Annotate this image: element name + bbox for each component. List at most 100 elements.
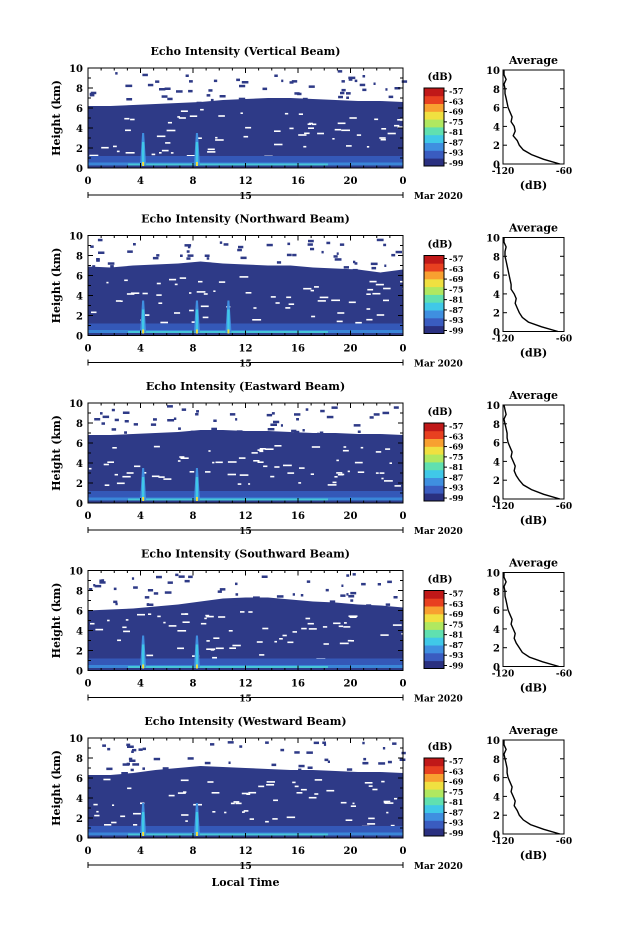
echo-speckle bbox=[346, 92, 351, 95]
echo-gap bbox=[143, 472, 147, 474]
echo-gap bbox=[114, 473, 118, 476]
echo-gap bbox=[203, 293, 208, 295]
echo-gap bbox=[177, 630, 187, 632]
echo-gap bbox=[143, 314, 150, 316]
average-y-tick-label: 4 bbox=[493, 625, 500, 636]
echo-speckle bbox=[294, 751, 300, 754]
average-frame bbox=[502, 739, 565, 835]
echo-speckle bbox=[187, 245, 191, 249]
colorbar-segment bbox=[424, 134, 444, 143]
boundary-layer-echo bbox=[88, 156, 403, 164]
echo-speckle bbox=[144, 596, 150, 599]
echo-gap bbox=[156, 135, 166, 138]
echo-gap bbox=[123, 630, 130, 633]
colorbar-tick-label: -99 bbox=[449, 493, 464, 503]
echo-gap bbox=[160, 321, 168, 324]
echo-speckle bbox=[387, 760, 392, 764]
echo-gap bbox=[367, 288, 374, 291]
echo-speckle bbox=[213, 419, 217, 422]
average-y-tick-label: 0 bbox=[493, 830, 500, 841]
echo-gap bbox=[366, 318, 373, 321]
echo-gap bbox=[177, 647, 184, 650]
echo-speckle bbox=[227, 741, 234, 744]
colorbar-tick-label: -75 bbox=[449, 619, 463, 629]
echo-speckle bbox=[196, 410, 199, 413]
colorbar-segment bbox=[424, 469, 444, 478]
echo-gap bbox=[319, 296, 329, 299]
echo-speckle bbox=[281, 79, 284, 83]
echo-gap bbox=[179, 456, 185, 458]
echo-gap bbox=[218, 115, 225, 117]
echo-gap bbox=[212, 656, 217, 659]
echo-gap bbox=[218, 281, 226, 283]
echo-gap bbox=[383, 801, 388, 804]
echo-gap bbox=[298, 113, 303, 115]
echo-gap bbox=[343, 626, 351, 628]
colorbar-segment bbox=[424, 462, 444, 471]
echo-speckle bbox=[363, 762, 367, 765]
echo-gap bbox=[298, 482, 302, 484]
colorbar-segment bbox=[424, 317, 444, 327]
echo-speckle bbox=[180, 254, 183, 257]
echo-gap bbox=[390, 824, 395, 827]
echo-speckle bbox=[161, 95, 168, 98]
colorbar-tick-label: -93 bbox=[449, 315, 464, 325]
echo-gap bbox=[170, 152, 174, 154]
colorbar-tick-label: -87 bbox=[449, 305, 463, 315]
echo-gap bbox=[104, 484, 110, 486]
echo-speckle bbox=[93, 584, 96, 587]
echo-gap bbox=[169, 278, 177, 281]
average-y-tick-label: 0 bbox=[493, 160, 500, 171]
echo-speckle bbox=[385, 88, 388, 91]
echo-gap bbox=[93, 803, 98, 806]
colorbar-segment bbox=[424, 95, 444, 104]
echo-gap bbox=[133, 824, 138, 826]
boundary-layer-echo bbox=[128, 498, 328, 501]
echo-speckle bbox=[237, 248, 242, 252]
echo-gap bbox=[113, 145, 117, 148]
echo-gap bbox=[215, 461, 223, 464]
echo-gap bbox=[298, 134, 307, 136]
x-tick-label: 16 bbox=[291, 679, 305, 690]
echo-speckle bbox=[313, 741, 319, 745]
echo-speckle bbox=[211, 427, 217, 431]
echo-gap bbox=[180, 457, 189, 459]
echo-speckle bbox=[184, 579, 190, 583]
echo-gap bbox=[177, 792, 186, 794]
colorbar-tick-label: -57 bbox=[449, 254, 463, 264]
y-tick-label: 2 bbox=[76, 144, 83, 155]
echo-gap bbox=[215, 647, 224, 650]
echo-gap bbox=[374, 118, 379, 121]
echo-speckle bbox=[270, 423, 277, 426]
y-tick-label: 10 bbox=[69, 567, 83, 578]
panel-1: Echo Intensity (Northward Beam) 0 2 4 6 8 10 He… bbox=[50, 213, 572, 370]
echo-spike bbox=[141, 309, 145, 333]
echo-gap bbox=[91, 311, 97, 314]
echo-gap bbox=[384, 480, 393, 482]
echo-speckle bbox=[236, 430, 243, 433]
average-y-tick-label: 8 bbox=[493, 755, 500, 766]
echo-gap bbox=[360, 446, 364, 449]
echo-gap bbox=[259, 654, 265, 656]
echo-gap bbox=[336, 472, 343, 474]
echo-gap bbox=[301, 627, 307, 630]
echo-speckle bbox=[329, 771, 336, 775]
echo-speckle bbox=[129, 759, 136, 762]
echo-speckle bbox=[122, 763, 130, 766]
echo-gap bbox=[314, 286, 319, 288]
average-x-label: (dB) bbox=[520, 682, 547, 695]
x-tick-label: 8 bbox=[190, 846, 197, 857]
y-tick-label: 8 bbox=[76, 252, 83, 263]
average-y-tick-label: 2 bbox=[493, 476, 500, 487]
echo-gap bbox=[350, 805, 356, 807]
echo-speckle bbox=[133, 243, 136, 246]
echo-gap bbox=[104, 824, 112, 826]
echo-gap bbox=[279, 638, 283, 640]
echo-speckle bbox=[337, 70, 343, 73]
echo-speckle bbox=[155, 80, 160, 83]
echo-speckle bbox=[124, 420, 129, 423]
colorbar-tick-label: -69 bbox=[449, 609, 464, 619]
echo-gap bbox=[248, 611, 253, 613]
average-y-tick-label: 10 bbox=[486, 569, 500, 580]
y-axis-label: Height (km) bbox=[50, 750, 63, 826]
